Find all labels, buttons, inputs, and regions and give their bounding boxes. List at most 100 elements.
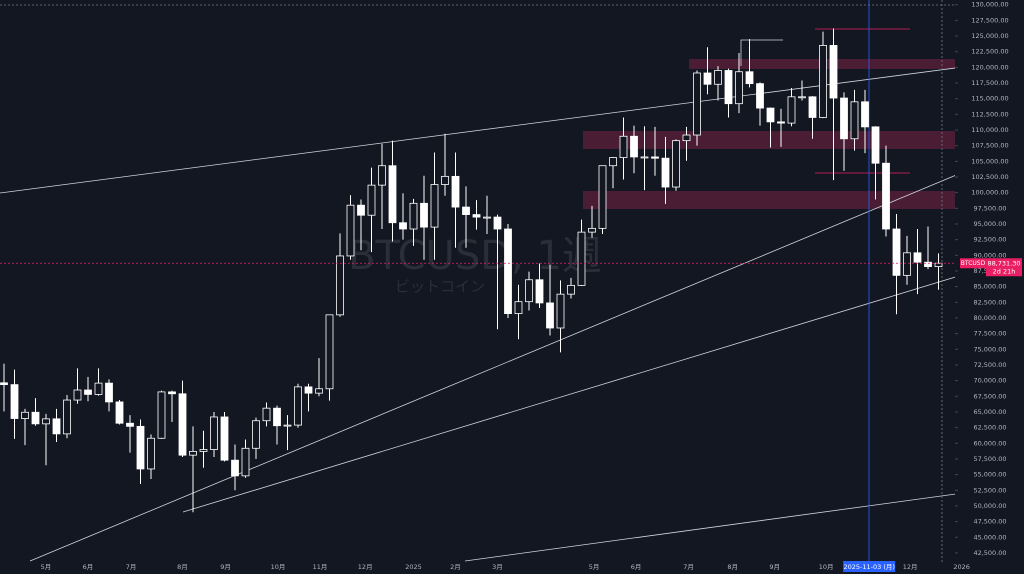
- candle-body: [388, 165, 397, 224]
- y-tick-label: 55,000.00: [973, 471, 1006, 479]
- candle-body: [913, 252, 922, 263]
- candle-body: [850, 101, 859, 140]
- y-tick-label: 75,000.00: [973, 345, 1006, 353]
- candle-body: [336, 255, 344, 316]
- candle-body: [483, 216, 491, 219]
- candle-body: [567, 284, 575, 295]
- watermark-sub: ビットコイン: [395, 278, 485, 296]
- candle-body: [189, 451, 197, 456]
- y-tick-label: 57,500.00: [973, 455, 1006, 463]
- candle-body: [766, 107, 775, 123]
- candle-body: [693, 72, 701, 136]
- candle-body: [861, 101, 869, 128]
- trend-line: [464, 489, 986, 562]
- candle-body: [798, 96, 806, 99]
- candle-body: [94, 382, 103, 395]
- y-tick-label: 72,500.00: [973, 361, 1006, 369]
- candle-body: [84, 389, 92, 395]
- y-tick-label: 107,500.00: [971, 142, 1008, 150]
- x-tick-label: 12月: [903, 563, 918, 571]
- x-tick-label: 10月: [819, 563, 834, 571]
- candle-body: [441, 175, 449, 185]
- zone: [583, 131, 985, 149]
- candle-body: [882, 162, 890, 230]
- candle-body: [724, 70, 733, 105]
- y-tick-label: 60,000.00: [973, 439, 1006, 447]
- candle-body: [126, 422, 134, 427]
- candle-body: [903, 252, 911, 276]
- candle-body: [672, 140, 680, 188]
- y-tick-label: 50,000.00: [973, 502, 1006, 510]
- candle-body: [871, 126, 880, 164]
- candle-body: [546, 302, 554, 329]
- y-tick-label: 120,000.00: [971, 63, 1008, 71]
- candle-body: [829, 45, 838, 99]
- candle-body: [703, 72, 712, 85]
- candle-body: [304, 386, 313, 394]
- y-tick-label: 45,000.00: [973, 533, 1006, 541]
- y-tick-label: 85,000.00: [973, 283, 1006, 291]
- candle-body: [892, 228, 901, 276]
- candle-body: [73, 389, 82, 401]
- trend-line: [182, 267, 986, 513]
- y-tick-label: 97,500.00: [973, 204, 1006, 212]
- candle-body: [231, 459, 239, 477]
- price-label: 88,731.30: [987, 259, 1020, 267]
- y-tick-label: 92,500.00: [973, 236, 1006, 244]
- candle-body: [661, 157, 670, 188]
- y-tick-label: 65,000.00: [973, 408, 1006, 416]
- candle-body: [220, 416, 229, 461]
- y-tick-label: 82,500.00: [973, 298, 1006, 306]
- candle-body: [157, 391, 166, 439]
- candle-body: [210, 416, 218, 450]
- candle-body: [241, 447, 250, 477]
- y-tick-label: 52,500.00: [973, 486, 1006, 494]
- x-tick-label: 2026: [953, 563, 970, 571]
- crosshair-tag: [843, 561, 896, 572]
- candle-body: [745, 71, 754, 85]
- candle-body: [577, 231, 586, 286]
- candle-body: [283, 424, 292, 427]
- candle-body: [640, 156, 649, 159]
- candle-body: [357, 204, 365, 216]
- candle-body: [262, 407, 271, 422]
- y-tick-label: 67,500.00: [973, 392, 1006, 400]
- candle-body: [714, 70, 722, 85]
- candle-body: [136, 425, 145, 470]
- x-tick-label: 8月: [727, 563, 738, 571]
- candle-body: [315, 388, 323, 394]
- candle-body: [52, 418, 61, 435]
- candle-body: [420, 202, 428, 228]
- candle-body: [378, 165, 386, 186]
- x-tick-label: 5月: [589, 563, 600, 571]
- y-tick-label: 95,000.00: [973, 220, 1006, 228]
- candle-body: [504, 228, 512, 314]
- y-tick-label: 90,000.00: [973, 251, 1006, 259]
- candle-body: [430, 184, 439, 228]
- y-tick-label: 110,000.00: [971, 126, 1008, 134]
- marker-line: [740, 39, 783, 66]
- drawings: [0, 0, 1024, 562]
- x-tick-label: 12月: [358, 563, 373, 571]
- candle-body: [756, 83, 764, 109]
- candle-body: [819, 45, 827, 118]
- zone: [583, 191, 985, 209]
- candle-body: [787, 96, 796, 124]
- x-tick-label: 2月: [450, 563, 461, 571]
- candle-body: [609, 157, 617, 167]
- y-tick-label: 77,500.00: [973, 330, 1006, 338]
- candle-body: [399, 222, 407, 230]
- y-tick-label: 117,500.00: [971, 79, 1008, 87]
- y-tick-label: 80,000.00: [973, 314, 1006, 322]
- y-tick-label: 122,500.00: [971, 48, 1008, 56]
- price-tag: [986, 258, 1022, 277]
- candle-body: [462, 206, 470, 215]
- crosshair-label: 2025-11-03 (月): [843, 563, 894, 571]
- candle-body: [10, 384, 19, 419]
- time-axis: [0, 562, 955, 574]
- candle-body: [598, 165, 607, 229]
- candle-body: [556, 293, 565, 329]
